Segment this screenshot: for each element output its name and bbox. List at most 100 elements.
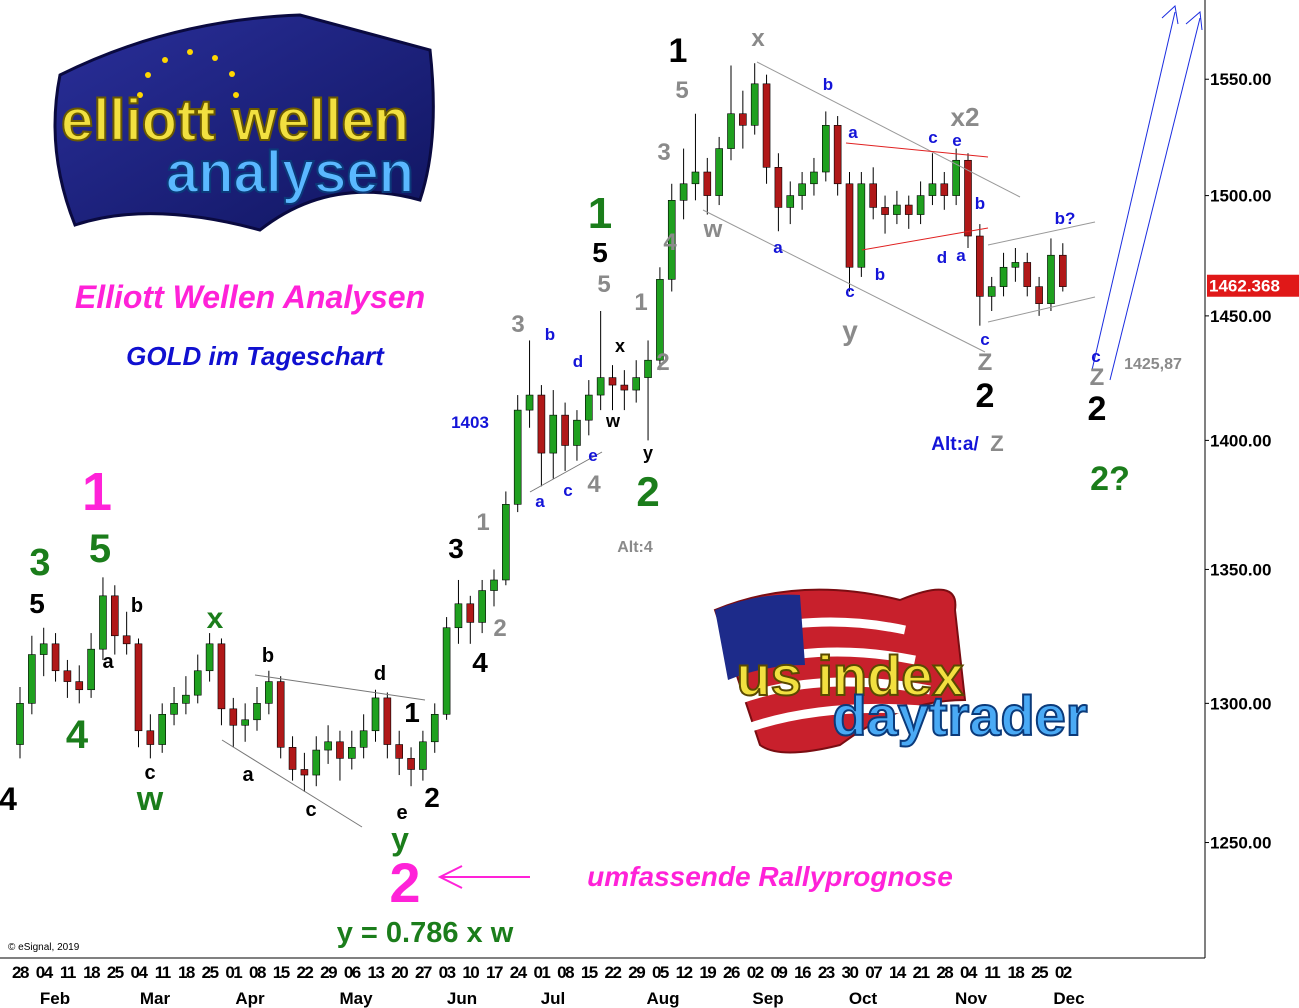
candle-body <box>384 698 391 745</box>
candle-body <box>372 698 379 731</box>
x-tick-label: 07 <box>865 963 882 982</box>
candle-body <box>17 703 24 744</box>
candle-body <box>1000 267 1007 286</box>
month-label: Sep <box>752 989 783 1008</box>
candle-body <box>716 149 723 196</box>
candle-body <box>704 172 711 196</box>
candle-body <box>929 184 936 196</box>
x-tick-label: 02 <box>747 963 764 982</box>
wave-label: d <box>374 663 386 685</box>
wave-label: w <box>136 780 164 818</box>
y-tick-label: 1250.00 <box>1210 834 1271 853</box>
candle-body <box>88 649 95 690</box>
candle-body <box>455 604 462 628</box>
wave-label: a <box>102 651 114 673</box>
x-tick-label: 15 <box>273 963 290 982</box>
candle-body <box>763 84 770 167</box>
candle-body <box>562 415 569 445</box>
candle-body <box>206 644 213 671</box>
x-tick-label: 22 <box>605 963 622 982</box>
x-tick-label: 29 <box>320 963 337 982</box>
candle-body <box>692 172 699 184</box>
x-tick-label: 24 <box>510 963 528 982</box>
wave-label: c <box>144 762 155 784</box>
x-tick-label: 13 <box>368 963 385 982</box>
candle-body <box>99 596 106 649</box>
wave-label: 4 <box>0 781 17 817</box>
candle-body <box>28 655 35 704</box>
x-tick-label: 01 <box>533 963 550 982</box>
x-tick-label: 10 <box>462 963 479 982</box>
x-tick-label: 18 <box>1007 963 1024 982</box>
x-tick-label: 14 <box>889 963 907 982</box>
logo-eu: elliott wellen analysen <box>55 15 433 230</box>
wave-label: 4 <box>587 471 601 498</box>
candle-body <box>787 196 794 208</box>
wave-label: b <box>545 325 555 344</box>
candle-body <box>313 750 320 775</box>
x-tick-label: 30 <box>842 963 859 982</box>
candle-body <box>751 84 758 126</box>
candle-body <box>834 125 841 183</box>
x-tick-label: 17 <box>486 963 503 982</box>
wave-label: 1 <box>634 289 647 316</box>
candle-body <box>76 682 83 690</box>
x-tick-label: 09 <box>770 963 787 982</box>
candle-body <box>1012 262 1019 267</box>
candle-body <box>597 378 604 395</box>
x-tick-label: 28 <box>936 963 953 982</box>
wave-label: w <box>605 411 621 431</box>
wave-label: x <box>751 25 765 52</box>
wave-label: 2 <box>1088 390 1107 428</box>
wave-label: 2 <box>656 349 669 376</box>
x-tick-label: 03 <box>439 963 456 982</box>
x-tick-label: 18 <box>83 963 100 982</box>
candle-body <box>265 682 272 704</box>
wave-label: d <box>937 248 947 267</box>
wave-label: 4 <box>66 713 89 757</box>
x-tick-label: 04 <box>131 963 149 982</box>
candle-body <box>408 758 415 769</box>
wave-label: e <box>952 131 961 150</box>
wave-label: a <box>773 238 783 257</box>
candle-body <box>893 205 900 215</box>
candle-body <box>1024 262 1031 286</box>
y-tick-label: 1500.00 <box>1210 187 1271 206</box>
wave-label: a <box>242 764 254 786</box>
wave-label: c <box>1091 347 1100 366</box>
wave-label: c <box>845 282 854 301</box>
candle-body <box>1047 255 1054 303</box>
wave-label: b <box>262 645 274 667</box>
wave-label: Alt:4 <box>617 539 653 556</box>
wave-label: 5 <box>675 77 688 104</box>
candle-body <box>846 184 853 267</box>
candle-body <box>858 184 865 267</box>
candle-body <box>941 184 948 196</box>
candle-body <box>988 287 995 297</box>
wave-label: c <box>563 481 572 500</box>
month-label: May <box>339 989 373 1008</box>
candle-body <box>882 207 889 214</box>
wave-label: 1425,87 <box>1124 356 1182 373</box>
month-label: Mar <box>140 989 171 1008</box>
candle-body <box>514 410 521 504</box>
candle-body <box>645 360 652 377</box>
candle-body <box>301 769 308 775</box>
wave-label: x <box>615 336 625 356</box>
candle-body <box>905 205 912 215</box>
candle-body <box>419 742 426 770</box>
candle-body <box>1036 287 1043 304</box>
wave-label: 2? <box>1090 460 1130 498</box>
x-tick-label: 25 <box>107 963 124 982</box>
candle-body <box>171 703 178 714</box>
candle-body <box>254 703 261 719</box>
candle-body <box>870 184 877 208</box>
candle-body <box>822 125 829 172</box>
x-tick-label: 05 <box>652 963 669 982</box>
candle-body <box>336 742 343 759</box>
x-tick-label: 02 <box>1055 963 1072 982</box>
month-label: Apr <box>235 989 265 1008</box>
month-label: Jul <box>541 989 566 1008</box>
candle-body <box>159 714 166 744</box>
candle-body <box>728 114 735 149</box>
